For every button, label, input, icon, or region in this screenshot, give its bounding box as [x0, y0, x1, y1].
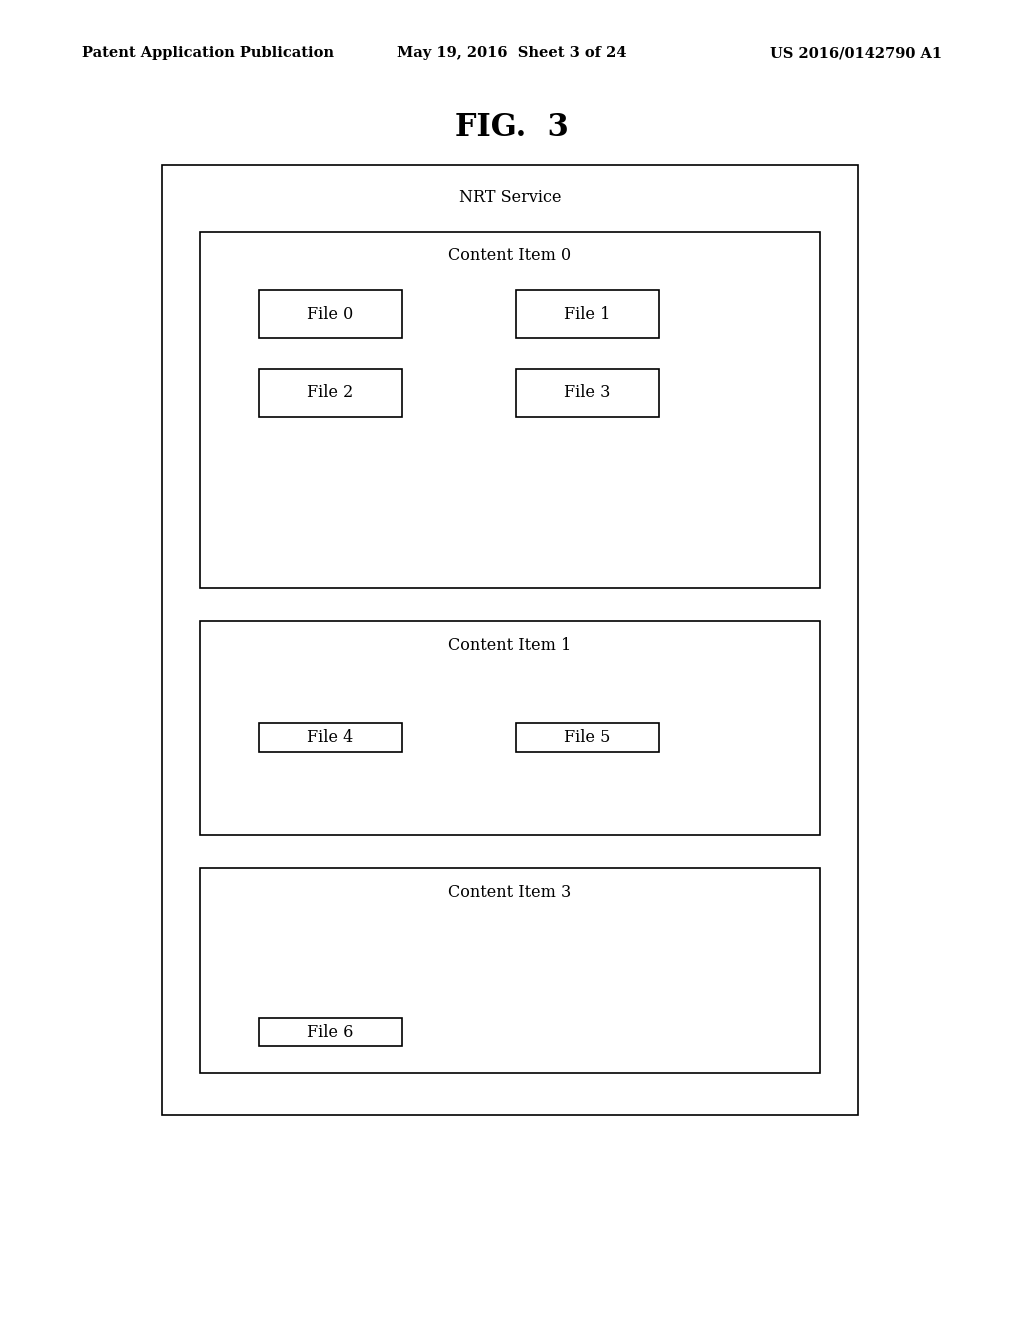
Bar	[516, 723, 658, 751]
Text: File 4: File 4	[307, 729, 353, 746]
Bar	[516, 290, 658, 338]
Text: Content Item 3: Content Item 3	[449, 884, 571, 902]
Text: File 1: File 1	[564, 306, 610, 323]
Bar	[200, 231, 820, 587]
Text: Patent Application Publication: Patent Application Publication	[82, 46, 334, 61]
Bar	[259, 290, 401, 338]
Text: File 5: File 5	[564, 729, 610, 746]
Text: File 6: File 6	[307, 1024, 353, 1040]
Text: File 3: File 3	[564, 384, 610, 401]
Bar	[200, 869, 820, 1073]
Bar	[259, 1019, 401, 1045]
Text: May 19, 2016  Sheet 3 of 24: May 19, 2016 Sheet 3 of 24	[397, 46, 627, 61]
Text: NRT Service: NRT Service	[459, 189, 561, 206]
Text: US 2016/0142790 A1: US 2016/0142790 A1	[770, 46, 942, 61]
Bar	[162, 165, 858, 1115]
Text: Content Item 1: Content Item 1	[449, 638, 571, 653]
Bar	[259, 368, 401, 417]
Text: FIG.  3: FIG. 3	[455, 112, 569, 143]
Bar	[516, 368, 658, 417]
Text: File 2: File 2	[307, 384, 353, 401]
Bar	[200, 622, 820, 836]
Text: File 0: File 0	[307, 306, 353, 323]
Bar	[259, 723, 401, 751]
Text: Content Item 0: Content Item 0	[449, 247, 571, 264]
